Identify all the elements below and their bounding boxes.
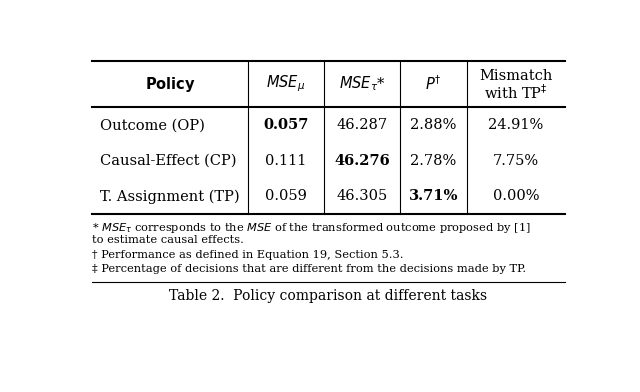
Text: T. Assignment (TP): T. Assignment (TP) [100, 189, 239, 204]
Text: Causal-Effect (CP): Causal-Effect (CP) [100, 154, 236, 168]
Text: ‡ Percentage of decisions that are different from the decisions made by TP.: ‡ Percentage of decisions that are diffe… [92, 264, 527, 274]
Text: 7.75%: 7.75% [493, 154, 539, 168]
Text: 2.78%: 2.78% [410, 154, 456, 168]
Text: $\bf{Policy}$: $\bf{Policy}$ [145, 74, 195, 94]
Text: † Performance as defined in Equation 19, Section 5.3.: † Performance as defined in Equation 19,… [92, 250, 404, 260]
Text: to estimate causal effects.: to estimate causal effects. [92, 235, 244, 245]
Text: 0.057: 0.057 [263, 118, 308, 132]
Text: $P^{\dagger}$: $P^{\dagger}$ [425, 74, 442, 93]
Text: * $MSE_{\tau}$ corresponds to the $MSE$ of the transformed outcome proposed by [: * $MSE_{\tau}$ corresponds to the $MSE$ … [92, 221, 531, 235]
Text: $MSE_{\mu}$: $MSE_{\mu}$ [266, 74, 305, 94]
Text: Outcome (OP): Outcome (OP) [100, 118, 205, 132]
Text: 2.88%: 2.88% [410, 118, 456, 132]
Text: 3.71%: 3.71% [408, 189, 458, 203]
Text: with TP$^{\ddagger}$: with TP$^{\ddagger}$ [484, 83, 548, 102]
Text: 46.305: 46.305 [337, 189, 388, 203]
Text: $MSE_{\tau}$*: $MSE_{\tau}$* [339, 74, 385, 93]
Text: 46.276: 46.276 [334, 154, 390, 168]
Text: 0.00%: 0.00% [493, 189, 539, 203]
Text: Mismatch: Mismatch [479, 69, 552, 83]
Text: 0.111: 0.111 [265, 154, 307, 168]
Text: 46.287: 46.287 [337, 118, 388, 132]
Text: 0.059: 0.059 [265, 189, 307, 203]
Text: 24.91%: 24.91% [488, 118, 543, 132]
Text: Table 2.  Policy comparison at different tasks: Table 2. Policy comparison at different … [169, 289, 487, 303]
